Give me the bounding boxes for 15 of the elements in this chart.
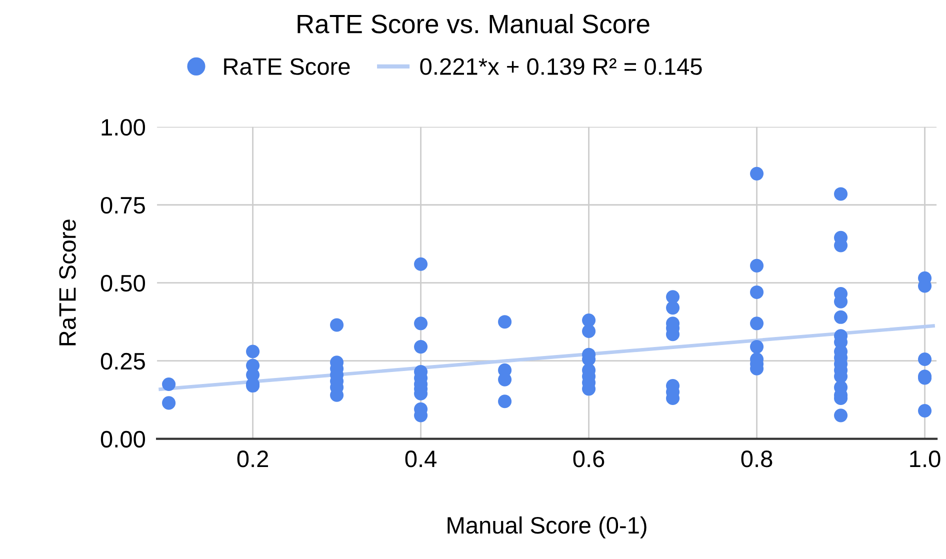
y-tick-label: 0.25 — [100, 352, 145, 370]
legend-label: RaTE Score — [224, 58, 350, 75]
y-axis-title: RaTE Score — [59, 220, 76, 346]
x-tick-label: 1.0 — [910, 450, 940, 468]
y-tick-label: 0.50 — [100, 274, 146, 292]
y-tick-label: 0.00 — [100, 430, 146, 448]
legend-label: 0.221*x + 0.139 R² = 0.145 — [420, 58, 702, 75]
chart-title: RaTE Score vs. Manual Score — [298, 14, 650, 34]
y-tick-label: 0.75 — [100, 196, 145, 214]
x-tick-label: 0.6 — [573, 450, 604, 468]
x-tick-label: 0.4 — [405, 450, 437, 468]
y-tick-label: 1.00 — [102, 118, 146, 136]
x-tick-label: 0.8 — [741, 450, 772, 468]
x-axis-title: Manual Score (0-1) — [448, 516, 646, 538]
x-tick-label: 0.2 — [237, 450, 268, 468]
